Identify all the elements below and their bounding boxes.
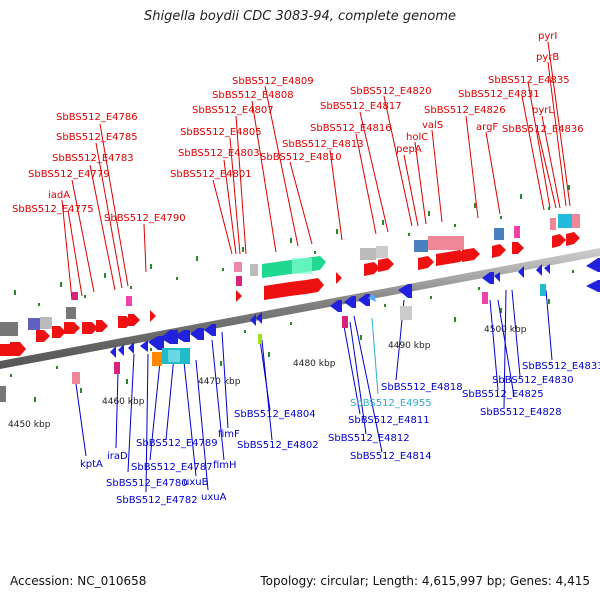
gene-label-kptA[interactable]: kptA	[80, 459, 103, 470]
gene-label-E4789[interactable]: SbBS512_E4789	[136, 438, 218, 449]
gene-label-iraD[interactable]: iraD	[107, 451, 128, 462]
gene-label-E4814[interactable]: SbBS512_E4814	[350, 451, 432, 462]
gene-label-E4825[interactable]: SbBS512_E4825	[462, 389, 544, 400]
gene-label-E4804[interactable]: SbBS512_E4804	[234, 409, 316, 420]
gene-label-E4833[interactable]: SbBS512_E4833	[522, 361, 600, 372]
forward-strand-genes	[0, 214, 580, 356]
gene-label-E4775[interactable]: SbBS512_E4775	[12, 204, 94, 215]
gene-label-E4809[interactable]: SbBS512_E4809	[232, 76, 314, 87]
gene-label-E4805[interactable]: SbBS512_E4805	[180, 127, 262, 138]
gene-label-iadA[interactable]: iadA	[48, 190, 70, 201]
reverse-strand-genes	[0, 258, 600, 402]
gene-label-E4813[interactable]: SbBS512_E4813	[282, 139, 364, 150]
gene-label-E4812[interactable]: SbBS512_E4812	[328, 433, 410, 444]
gene-label-E4779[interactable]: SbBS512_E4779	[28, 169, 110, 180]
gene-label-uxuB[interactable]: uxuB	[183, 477, 209, 488]
gene-label-E4780[interactable]: SbBS512_E4780	[106, 478, 188, 489]
gene-label-E4783[interactable]: SbBS512_E4783	[52, 153, 134, 164]
gene-label-E4807[interactable]: SbBS512_E4807	[192, 105, 274, 116]
gene-label-E4955[interactable]: SbBS512_E4955	[350, 398, 432, 409]
gene-label-E4786[interactable]: SbBS512_E4786	[56, 112, 138, 123]
gene-label-pyrI[interactable]: pyrI	[538, 31, 557, 42]
accession-text: Accession: NC_010658	[10, 574, 147, 588]
genome-axis	[0, 248, 600, 369]
gene-label-E4801[interactable]: SbBS512_E4801	[170, 169, 252, 180]
gene-label-pyrL[interactable]: pyrL	[532, 105, 554, 116]
gene-label-fimH[interactable]: fimH	[213, 460, 237, 471]
gene-label-E4831[interactable]: SbBS512_E4831	[458, 89, 540, 100]
gene-label-E4818[interactable]: SbBS512_E4818	[381, 382, 463, 393]
tick-label-4450: 4450 kbp	[8, 420, 51, 430]
tick-label-4470: 4470 kbp	[198, 377, 241, 387]
forward-gene-labels: iadA SbBS512_E4775 SbBS512_E4779 SbBS512…	[12, 31, 584, 224]
gene-label-E4782[interactable]: SbBS512_E4782	[116, 495, 198, 506]
gene-label-E4830[interactable]: SbBS512_E4830	[492, 375, 574, 386]
tick-label-4490: 4490 kbp	[388, 341, 431, 351]
tick-label-4460: 4460 kbp	[102, 397, 145, 407]
gene-label-E4802[interactable]: SbBS512_E4802	[237, 440, 319, 451]
gene-label-E4828[interactable]: SbBS512_E4828	[480, 407, 562, 418]
gene-label-fimF[interactable]: fimF	[218, 429, 240, 440]
tick-label-4480: 4480 kbp	[293, 359, 336, 369]
track-tick-marks	[10, 185, 574, 402]
gene-label-E4803[interactable]: SbBS512_E4803	[178, 148, 260, 159]
genome-track-diagram: 4450 kbp 4460 kbp 4470 kbp 4480 kbp 4490…	[0, 31, 600, 506]
gene-label-pepA[interactable]: pepA	[396, 144, 422, 155]
page-title: Shigella boydii CDC 3083-94, complete ge…	[143, 9, 457, 24]
gene-label-E4816[interactable]: SbBS512_E4816	[310, 123, 392, 134]
gene-label-E4817[interactable]: SbBS512_E4817	[320, 101, 402, 112]
gene-label-E4836[interactable]: SbBS512_E4836	[502, 124, 584, 135]
gene-label-E4810[interactable]: SbBS512_E4810	[260, 152, 342, 163]
genome-summary-text: Topology: circular; Length: 4,615,997 bp…	[260, 574, 590, 588]
reverse-gene-labels: kptA iraD SbBS512_E4780 SbBS512_E4782 Sb…	[80, 361, 600, 506]
gene-label-pyrB[interactable]: pyrB	[536, 52, 559, 63]
label-connectors	[61, 41, 571, 493]
gene-label-E4820[interactable]: SbBS512_E4820	[350, 86, 432, 97]
gene-label-E4787[interactable]: SbBS512_E4787	[131, 462, 213, 473]
gene-label-holC[interactable]: holC	[406, 132, 428, 143]
gene-label-argF[interactable]: argF	[476, 122, 498, 133]
gene-label-valS[interactable]: valS	[422, 120, 443, 131]
gene-label-E4811[interactable]: SbBS512_E4811	[348, 415, 430, 426]
gene-label-E4835[interactable]: SbBS512_E4835	[488, 75, 570, 86]
gene-label-E4785[interactable]: SbBS512_E4785	[56, 132, 138, 143]
gene-label-E4826[interactable]: SbBS512_E4826	[424, 105, 506, 116]
gene-label-uxuA[interactable]: uxuA	[201, 492, 227, 503]
gene-label-E4790[interactable]: SbBS512_E4790	[104, 213, 186, 224]
gene-label-E4808[interactable]: SbBS512_E4808	[212, 90, 294, 101]
